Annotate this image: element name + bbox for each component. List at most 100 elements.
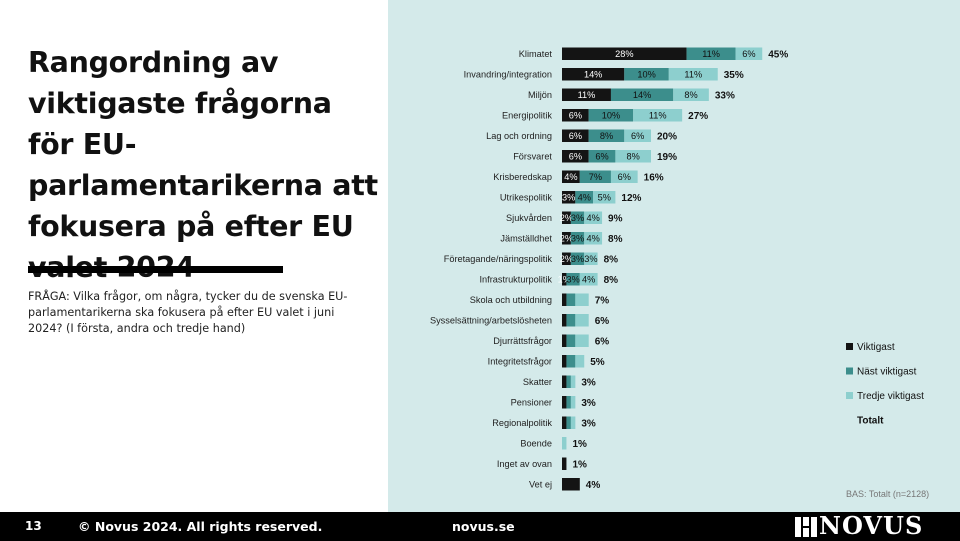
novus-logo: NOVUS <box>795 511 935 540</box>
category-label-regionalpolitik: Regionalpolitik <box>492 418 552 428</box>
legend-swatch-tredje-viktigast <box>846 392 853 399</box>
segment-label-tredje-viktigast-jamstalldhet: 4% <box>587 234 600 244</box>
category-label-sjukvarden: Sjukvården <box>506 213 552 223</box>
bar-segment-nast-viktigast-sjukvarden <box>570 211 585 224</box>
bar-segment-nast-viktigast-djurrattsfragor <box>566 334 576 347</box>
segment-label-tredje-viktigast-miljon: 8% <box>684 90 697 100</box>
segment-label-viktigast-energipolitik: 6% <box>569 111 582 121</box>
segment-label-nast-viktigast-energipolitik: 10% <box>602 111 620 121</box>
survey-question: FRÅGA: Vilka frågor, om några, tycker du… <box>28 290 348 335</box>
segment-label-tredje-viktigast-forsvaret: 8% <box>627 152 640 162</box>
segment-label-nast-viktigast-lag-och-ordning: 8% <box>600 131 613 141</box>
bar-segment-nast-viktigast-lag-och-ordning <box>588 129 625 142</box>
segment-label-tredje-viktigast-utrikespolitik: 5% <box>598 193 611 203</box>
segment-label-tredje-viktigast-energipolitik: 11% <box>649 111 667 121</box>
bar-segment-viktigast-regionalpolitik <box>562 416 567 429</box>
segment-label-viktigast-miljon: 11% <box>578 90 596 100</box>
bar-segment-viktigast-lag-och-ordning <box>562 129 589 142</box>
category-label-jamstalldhet: Jämställdhet <box>500 233 552 243</box>
category-label-klimatet: Klimatet <box>519 49 553 59</box>
bar-segment-viktigast-sysselsattning-arbetslosheten <box>562 314 567 327</box>
total-label-sjukvarden: 9% <box>608 213 623 224</box>
segment-label-tredje-viktigast-lag-och-ordning: 6% <box>631 131 644 141</box>
bar-segment-nast-viktigast-miljon <box>610 88 674 101</box>
segment-label-viktigast-sjukvarden: 2% <box>560 213 573 223</box>
total-label-infrastrukturpolitik: 8% <box>604 275 619 286</box>
segment-label-viktigast-klimatet: 28% <box>615 49 633 59</box>
segment-label-viktigast-invandring-integration: 14% <box>584 70 602 80</box>
segment-label-nast-viktigast-klimatet: 11% <box>702 49 720 59</box>
total-label-skola-och-utbildning: 7% <box>595 295 610 306</box>
bar-segment-viktigast-vet-ej <box>562 478 580 491</box>
bar-segment-tredje-viktigast-sysselsattning-arbetslosheten <box>575 314 589 327</box>
segment-label-tredje-viktigast-infrastrukturpolitik: 4% <box>582 275 595 285</box>
bar-segment-viktigast-skola-och-utbildning <box>562 293 567 306</box>
chart-panel: Klimatet 28% 11% 6% 45% Invandring/integratio… <box>388 0 960 512</box>
category-label-integritetsfragor: Integritetsfrågor <box>488 356 552 366</box>
bar-segment-tredje-viktigast-miljon <box>673 88 709 101</box>
total-label-djurrattsfragor: 6% <box>595 336 610 347</box>
bar-segment-tredje-viktigast-skatter <box>570 375 576 388</box>
segment-label-viktigast-utrikespolitik: 3% <box>562 193 575 203</box>
bar-segment-viktigast-integritetsfragor <box>562 355 567 368</box>
base-note: BAS: Totalt (n=2128) <box>846 489 929 499</box>
bar-segment-tredje-viktigast-energipolitik <box>633 109 683 122</box>
total-label-forsvaret: 19% <box>657 152 677 163</box>
title-divider <box>28 266 283 273</box>
segment-label-viktigast-infrastrukturpolitik: 1% <box>558 275 571 285</box>
segment-label-nast-viktigast-jamstalldhet: 3% <box>571 234 584 244</box>
bar-segment-tredje-viktigast-jamstalldhet <box>584 232 603 245</box>
website-link[interactable]: novus.se <box>452 519 515 534</box>
total-label-vet-ej: 4% <box>586 480 601 491</box>
total-label-lag-och-ordning: 20% <box>657 131 677 142</box>
bar-segment-tredje-viktigast-djurrattsfragor <box>575 334 589 347</box>
bar-segment-tredje-viktigast-regionalpolitik <box>570 416 576 429</box>
bar-segment-tredje-viktigast-integritetsfragor <box>575 355 585 368</box>
segment-label-viktigast-forsvaret: 6% <box>569 152 582 162</box>
bar-segment-viktigast-pensioner <box>562 396 567 409</box>
total-label-krisberedskap: 16% <box>644 172 664 183</box>
total-label-integritetsfragor: 5% <box>590 357 605 368</box>
segment-label-tredje-viktigast-foretagande-naringspolitik: 3% <box>584 254 597 264</box>
category-label-miljon: Miljön <box>528 90 552 100</box>
total-label-regionalpolitik: 3% <box>581 418 596 429</box>
logo-text: NOVUS <box>819 511 924 540</box>
segment-label-nast-viktigast-sjukvarden: 3% <box>571 213 584 223</box>
category-label-foretagande-naringspolitik: Företagande/näringspolitik <box>444 254 553 264</box>
total-label-skatter: 3% <box>581 377 596 388</box>
bar-segment-nast-viktigast-jamstalldhet <box>570 232 585 245</box>
category-label-utrikespolitik: Utrikespolitik <box>500 192 552 202</box>
category-label-infrastrukturpolitik: Infrastrukturpolitik <box>479 274 552 284</box>
bar-segment-viktigast-utrikespolitik <box>562 191 576 204</box>
bar-segment-nast-viktigast-utrikespolitik <box>575 191 594 204</box>
bar-segment-viktigast-krisberedskap <box>562 170 580 183</box>
bar-segment-tredje-viktigast-pensioner <box>570 396 576 409</box>
total-label-utrikespolitik: 12% <box>621 193 641 204</box>
bar-segment-tredje-viktigast-boende <box>562 437 567 450</box>
total-label-foretagande-naringspolitik: 8% <box>604 254 619 265</box>
segment-label-tredje-viktigast-klimatet: 6% <box>742 49 755 59</box>
page-number: 13 <box>25 519 42 533</box>
total-label-jamstalldhet: 8% <box>608 234 623 245</box>
legend-label-viktigast: Viktigast <box>857 342 895 353</box>
stacked-bar-chart: Klimatet 28% 11% 6% 45% Invandring/integratio… <box>430 47 929 499</box>
category-label-inget-av-ovan: Inget av ovan <box>497 459 552 469</box>
bar-segment-tredje-viktigast-skola-och-utbildning <box>575 293 589 306</box>
bar-segment-viktigast-klimatet <box>562 47 687 60</box>
total-label-inget-av-ovan: 1% <box>572 459 587 470</box>
legend-swatch-nast-viktigast <box>846 367 853 375</box>
segment-label-viktigast-foretagande-naringspolitik: 2% <box>560 254 573 264</box>
bar-segment-viktigast-miljon <box>562 88 611 101</box>
bar-segment-tredje-viktigast-foretagande-naringspolitik <box>584 252 598 265</box>
bar-segment-nast-viktigast-infrastrukturpolitik <box>566 273 580 286</box>
legend-label-tredje-viktigast: Tredje viktigast <box>857 391 924 402</box>
bar-segment-nast-viktigast-energipolitik <box>588 109 634 122</box>
bar-segment-nast-viktigast-skola-och-utbildning <box>566 293 576 306</box>
bar-segment-nast-viktigast-regionalpolitik <box>566 416 571 429</box>
bar-segment-nast-viktigast-skatter <box>566 375 571 388</box>
bar-segment-nast-viktigast-integritetsfragor <box>566 355 576 368</box>
legend-swatch-viktigast <box>846 343 853 350</box>
segment-label-nast-viktigast-utrikespolitik: 4% <box>578 193 591 203</box>
logo-mark-icon <box>795 517 817 537</box>
bar-segment-tredje-viktigast-utrikespolitik <box>593 191 616 204</box>
